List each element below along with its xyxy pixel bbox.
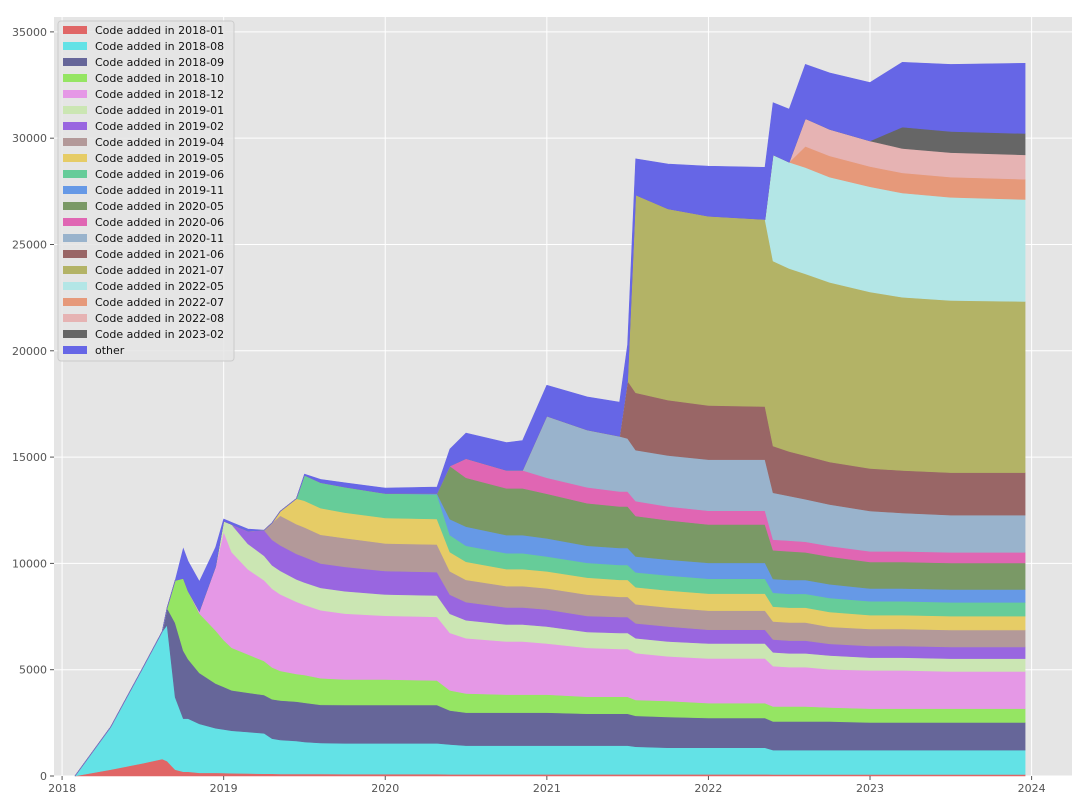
- x-tick-label: 2020: [371, 782, 399, 795]
- legend-swatch: [63, 138, 87, 146]
- y-tick-label: 5000: [19, 664, 47, 677]
- legend-swatch: [63, 266, 87, 274]
- legend-label: Code added in 2023-02: [95, 328, 224, 341]
- x-tick-label: 2019: [210, 782, 238, 795]
- legend-label: Code added in 2019-05: [95, 152, 224, 165]
- legend-label: Code added in 2019-01: [95, 104, 224, 117]
- legend-label: Code added in 2022-08: [95, 312, 224, 325]
- legend-swatch: [63, 42, 87, 50]
- legend-label: Code added in 2018-12: [95, 88, 224, 101]
- legend-label: Code added in 2020-06: [95, 216, 224, 229]
- x-tick-label: 2022: [694, 782, 722, 795]
- legend-label: Code added in 2020-11: [95, 232, 224, 245]
- legend-swatch: [63, 314, 87, 322]
- legend-swatch: [63, 202, 87, 210]
- legend-swatch: [63, 90, 87, 98]
- legend-label: Code added in 2019-11: [95, 184, 224, 197]
- legend-swatch: [63, 106, 87, 114]
- legend-label: Code added in 2018-09: [95, 56, 224, 69]
- y-tick-label: 25000: [12, 238, 47, 251]
- x-tick-label: 2018: [48, 782, 76, 795]
- legend-label: Code added in 2020-05: [95, 200, 224, 213]
- y-tick-label: 10000: [12, 557, 47, 570]
- y-tick-label: 30000: [12, 132, 47, 145]
- y-tick-label: 20000: [12, 345, 47, 358]
- legend-swatch: [63, 154, 87, 162]
- legend-swatch: [63, 26, 87, 34]
- legend-label: Code added in 2021-07: [95, 264, 224, 277]
- legend-label: Code added in 2018-01: [95, 24, 224, 37]
- area-series-21: [74, 61, 1026, 777]
- legend-swatch: [63, 122, 87, 130]
- x-tick-label: 2021: [533, 782, 561, 795]
- legend-swatch: [63, 74, 87, 82]
- y-tick-label: 15000: [12, 451, 47, 464]
- legend-swatch: [63, 250, 87, 258]
- legend-label: Code added in 2019-06: [95, 168, 224, 181]
- legend-swatch: [63, 58, 87, 66]
- legend-swatch: [63, 282, 87, 290]
- legend: Code added in 2018-01 Code added in 2018-…: [57, 20, 235, 362]
- y-axis: 0 5000 10000 15000 20000 25000 30000 35000: [12, 26, 54, 783]
- legend-label: Code added in 2022-07: [95, 296, 224, 309]
- legend-swatch: [63, 218, 87, 226]
- legend-swatch: [63, 346, 87, 354]
- legend-label: Code added in 2018-10: [95, 72, 224, 85]
- legend-swatch: [63, 298, 87, 306]
- legend-box: [57, 20, 235, 362]
- legend-label: Code added in 2022-05: [95, 280, 224, 293]
- y-tick-label: 35000: [12, 26, 47, 39]
- legend-label: Code added in 2019-02: [95, 120, 224, 133]
- x-axis: 2018 2019 2020 2021 2022 2023 2024: [48, 776, 1046, 795]
- legend-label: Code added in 2021-06: [95, 248, 224, 261]
- legend-swatch: [63, 234, 87, 242]
- legend-swatch: [63, 330, 87, 338]
- legend-swatch: [63, 170, 87, 178]
- x-tick-label: 2024: [1018, 782, 1046, 795]
- y-tick-label: 0: [40, 770, 47, 783]
- legend-label: other: [95, 344, 125, 357]
- area-series-group: [74, 61, 1026, 777]
- legend-label: Code added in 2018-08: [95, 40, 224, 53]
- legend-label: Code added in 2019-04: [95, 136, 224, 149]
- x-tick-label: 2023: [856, 782, 884, 795]
- legend-swatch: [63, 186, 87, 194]
